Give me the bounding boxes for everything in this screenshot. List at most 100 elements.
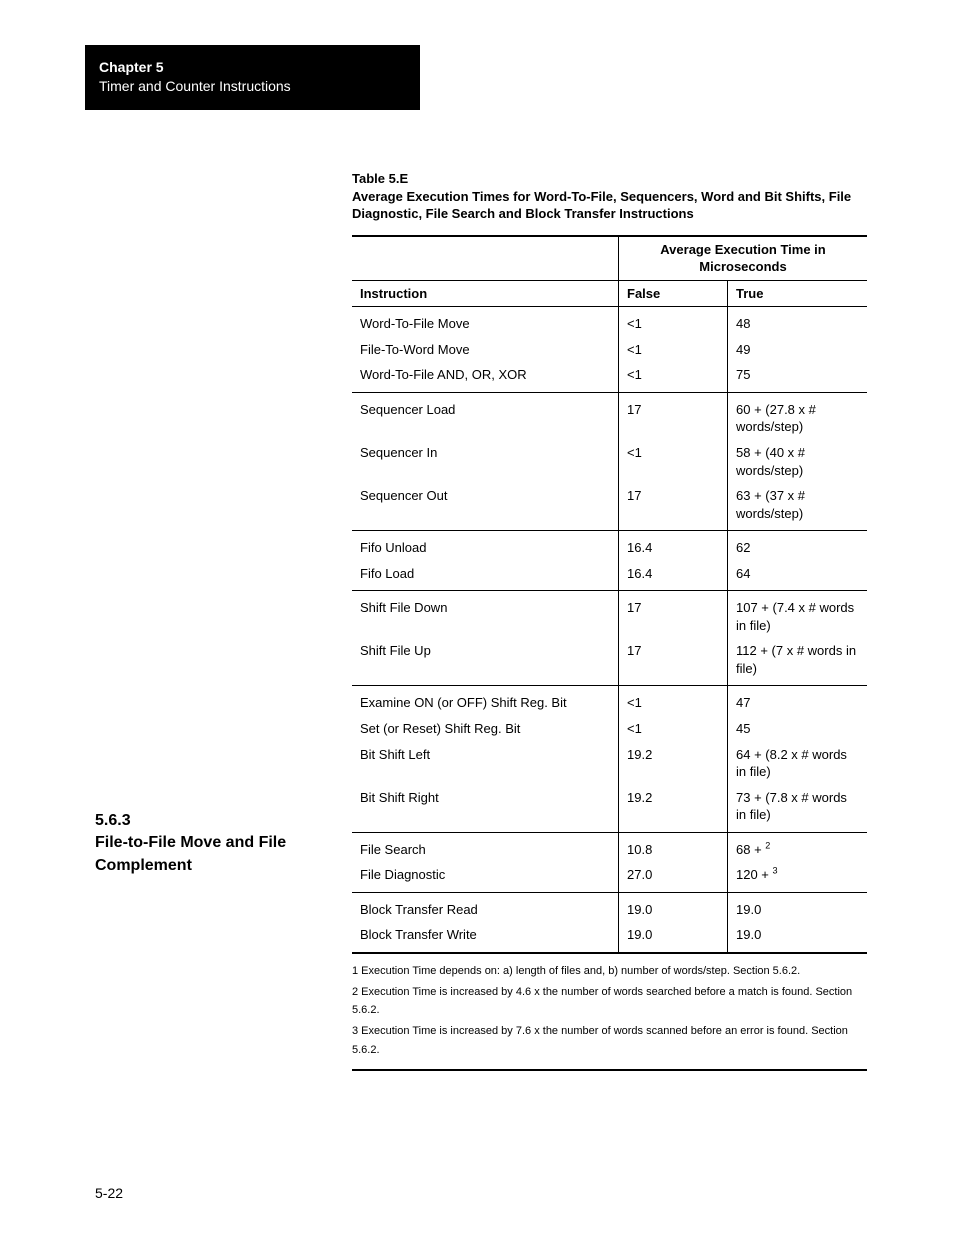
cell-false: 17 bbox=[619, 392, 728, 440]
cell-false: 17 bbox=[619, 591, 728, 639]
table-row: Bit Shift Left 19.2 64 + (8.2 x # words … bbox=[352, 742, 867, 785]
chapter-subtitle: Timer and Counter Instructions bbox=[99, 77, 406, 95]
cell-instr: Word-To-File AND, OR, XOR bbox=[352, 362, 619, 392]
table-row: File Diagnostic 27.0 120 + 3 bbox=[352, 862, 867, 892]
cell-true: 75 bbox=[728, 362, 868, 392]
header-span: Average Execution Time in Microseconds bbox=[619, 236, 868, 281]
table-row: File Search 10.8 68 + 2 bbox=[352, 832, 867, 862]
cell-true: 73 + (7.8 x # words in file) bbox=[728, 785, 868, 833]
cell-true: 47 bbox=[728, 686, 868, 716]
table-row: File-To-Word Move <1 49 bbox=[352, 337, 867, 363]
cell-true: 107 + (7.4 x # words in file) bbox=[728, 591, 868, 639]
table-row: Word-To-File AND, OR, XOR <1 75 bbox=[352, 362, 867, 392]
cell-false: 19.0 bbox=[619, 892, 728, 922]
cell-instr: File Diagnostic bbox=[352, 862, 619, 892]
table-row: Block Transfer Read 19.0 19.0 bbox=[352, 892, 867, 922]
group-1: Word-To-File Move <1 48 File-To-Word Mov… bbox=[352, 307, 867, 393]
table-row: Fifo Load 16.4 64 bbox=[352, 561, 867, 591]
table-row: Sequencer In <1 58 + (40 x # words/step) bbox=[352, 440, 867, 483]
cell-true: 63 + (37 x # words/step) bbox=[728, 483, 868, 531]
group-6: File Search 10.8 68 + 2 File Diagnostic … bbox=[352, 832, 867, 892]
group-7: Block Transfer Read 19.0 19.0 Block Tran… bbox=[352, 892, 867, 953]
table-row: Sequencer Out 17 63 + (37 x # words/step… bbox=[352, 483, 867, 531]
cell-false: 16.4 bbox=[619, 531, 728, 561]
cell-instr: File Search bbox=[352, 832, 619, 862]
chapter-label: Chapter 5 bbox=[99, 58, 406, 76]
cell-instr: Bit Shift Left bbox=[352, 742, 619, 785]
cell-true: 48 bbox=[728, 307, 868, 337]
group-5: Examine ON (or OFF) Shift Reg. Bit <1 47… bbox=[352, 686, 867, 832]
table-row: Shift File Up 17 112 + (7 x # words in f… bbox=[352, 638, 867, 686]
cell-instr: Word-To-File Move bbox=[352, 307, 619, 337]
cell-true: 120 + 3 bbox=[728, 862, 868, 892]
table-row: Fifo Unload 16.4 62 bbox=[352, 531, 867, 561]
cell-false: <1 bbox=[619, 337, 728, 363]
footnote-2: 2 Execution Time is increased by 4.6 x t… bbox=[352, 983, 867, 1020]
execution-times-table: Average Execution Time in Microseconds I… bbox=[352, 235, 867, 954]
cell-false: 19.2 bbox=[619, 742, 728, 785]
cell-true: 49 bbox=[728, 337, 868, 363]
table-row: Block Transfer Write 19.0 19.0 bbox=[352, 922, 867, 953]
cell-instr: Bit Shift Right bbox=[352, 785, 619, 833]
table-row: Set (or Reset) Shift Reg. Bit <1 45 bbox=[352, 716, 867, 742]
cell-instr: File-To-Word Move bbox=[352, 337, 619, 363]
group-4: Shift File Down 17 107 + (7.4 x # words … bbox=[352, 591, 867, 686]
page-number: 5-22 bbox=[95, 1185, 123, 1201]
group-3: Fifo Unload 16.4 62 Fifo Load 16.4 64 bbox=[352, 531, 867, 591]
table-row: Bit Shift Right 19.2 73 + (7.8 x # words… bbox=[352, 785, 867, 833]
cell-true: 19.0 bbox=[728, 892, 868, 922]
cell-false: 17 bbox=[619, 483, 728, 531]
section-title: File-to-File Move and File Complement bbox=[95, 834, 286, 873]
header-empty bbox=[352, 236, 619, 281]
cell-false: 10.8 bbox=[619, 832, 728, 862]
cell-instr: Set (or Reset) Shift Reg. Bit bbox=[352, 716, 619, 742]
table-row: Shift File Down 17 107 + (7.4 x # words … bbox=[352, 591, 867, 639]
page: Chapter 5 Timer and Counter Instructions… bbox=[0, 0, 954, 1235]
cell-instr: Block Transfer Read bbox=[352, 892, 619, 922]
cell-instr: Shift File Down bbox=[352, 591, 619, 639]
caption-line1: Table 5.E bbox=[352, 171, 408, 186]
cell-instr: Fifo Load bbox=[352, 561, 619, 591]
section-heading: 5.6.3 File-to-File Move and File Complem… bbox=[95, 810, 340, 877]
footnote-3: 3 Execution Time is increased by 7.6 x t… bbox=[352, 1022, 867, 1059]
cell-instr: Examine ON (or OFF) Shift Reg. Bit bbox=[352, 686, 619, 716]
cell-true: 112 + (7 x # words in file) bbox=[728, 638, 868, 686]
cell-false: <1 bbox=[619, 716, 728, 742]
cell-instr: Sequencer Load bbox=[352, 392, 619, 440]
table-row: Examine ON (or OFF) Shift Reg. Bit <1 47 bbox=[352, 686, 867, 716]
footnote-rule bbox=[352, 1069, 867, 1071]
cell-instr: Sequencer Out bbox=[352, 483, 619, 531]
cell-false: <1 bbox=[619, 362, 728, 392]
caption-line2: Average Execution Times for Word-To-File… bbox=[352, 189, 851, 222]
cell-instr: Shift File Up bbox=[352, 638, 619, 686]
header-true: True bbox=[728, 280, 868, 307]
cell-false: <1 bbox=[619, 307, 728, 337]
group-2: Sequencer Load 17 60 + (27.8 x # words/s… bbox=[352, 392, 867, 530]
footnotes: 1 Execution Time depends on: a) length o… bbox=[352, 962, 867, 1059]
cell-true: 62 bbox=[728, 531, 868, 561]
true-sup: 2 bbox=[765, 840, 770, 850]
cell-true: 60 + (27.8 x # words/step) bbox=[728, 392, 868, 440]
cell-false: 16.4 bbox=[619, 561, 728, 591]
table-caption: Table 5.E Average Execution Times for Wo… bbox=[352, 170, 867, 223]
cell-true: 19.0 bbox=[728, 922, 868, 953]
cell-true: 45 bbox=[728, 716, 868, 742]
cell-true: 64 bbox=[728, 561, 868, 591]
cell-instr: Sequencer In bbox=[352, 440, 619, 483]
table-row: Sequencer Load 17 60 + (27.8 x # words/s… bbox=[352, 392, 867, 440]
cell-false: <1 bbox=[619, 440, 728, 483]
cell-instr: Block Transfer Write bbox=[352, 922, 619, 953]
cell-false: 19.0 bbox=[619, 922, 728, 953]
chapter-header: Chapter 5 Timer and Counter Instructions bbox=[85, 45, 420, 110]
cell-false: 27.0 bbox=[619, 862, 728, 892]
cell-true: 64 + (8.2 x # words in file) bbox=[728, 742, 868, 785]
cell-false: <1 bbox=[619, 686, 728, 716]
cell-true: 68 + 2 bbox=[728, 832, 868, 862]
header-instruction: Instruction bbox=[352, 280, 619, 307]
cell-false: 19.2 bbox=[619, 785, 728, 833]
cell-instr: Fifo Unload bbox=[352, 531, 619, 561]
header-false: False bbox=[619, 280, 728, 307]
cell-false: 17 bbox=[619, 638, 728, 686]
true-base: 120 + bbox=[736, 867, 773, 882]
section-number: 5.6.3 bbox=[95, 812, 131, 829]
